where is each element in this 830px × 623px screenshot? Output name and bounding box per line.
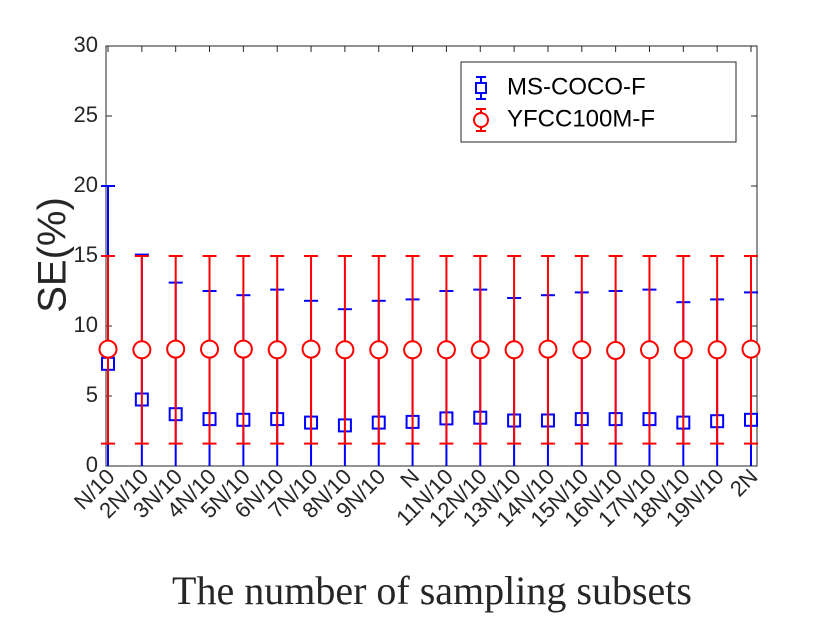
data-point xyxy=(301,339,321,359)
data-point xyxy=(572,340,592,360)
data-point xyxy=(707,340,727,360)
data-point xyxy=(639,340,659,360)
y-tick-label: 0 xyxy=(86,452,98,477)
legend-item-ms-coco-f xyxy=(475,76,487,100)
data-point xyxy=(233,339,253,359)
legend-label-yfcc100m-f: YFCC100M-F xyxy=(507,105,655,132)
y-tick-label: 10 xyxy=(74,312,98,337)
data-point xyxy=(335,340,355,360)
legend-marker xyxy=(473,112,489,128)
data-point xyxy=(538,339,558,359)
y-tick-label: 5 xyxy=(86,382,98,407)
data-point xyxy=(741,339,761,359)
plot-area xyxy=(98,185,761,466)
data-point xyxy=(673,340,693,360)
data-point xyxy=(403,340,423,360)
legend: MS-COCO-F YFCC100M-F xyxy=(460,61,737,143)
legend-item-yfcc100m-f xyxy=(473,108,489,132)
data-point xyxy=(606,341,626,360)
legend-marker xyxy=(475,82,487,94)
y-axis: 0 5 10 15 20 25 30 xyxy=(74,32,757,477)
y-tick-label: 15 xyxy=(74,242,98,267)
y-tick-label: 20 xyxy=(74,172,98,197)
y-axis-label: SE(%) xyxy=(31,197,75,313)
data-point xyxy=(166,339,186,359)
data-point xyxy=(98,339,118,359)
data-point xyxy=(436,340,456,360)
series-ms-coco-f xyxy=(101,185,758,466)
data-point xyxy=(267,340,287,360)
legend-label-ms-coco-f: MS-COCO-F xyxy=(507,73,646,100)
legend-box xyxy=(460,61,737,143)
data-point xyxy=(132,340,152,360)
y-tick-label: 25 xyxy=(74,102,98,127)
x-tick-label: 2N xyxy=(725,464,763,502)
data-point xyxy=(470,340,490,360)
data-point xyxy=(200,339,220,359)
data-point xyxy=(369,340,389,360)
y-tick-label: 30 xyxy=(74,32,98,57)
x-axis-label: The number of sampling subsets xyxy=(172,568,692,613)
series-yfcc100m-f xyxy=(98,255,761,445)
data-point xyxy=(504,340,524,360)
